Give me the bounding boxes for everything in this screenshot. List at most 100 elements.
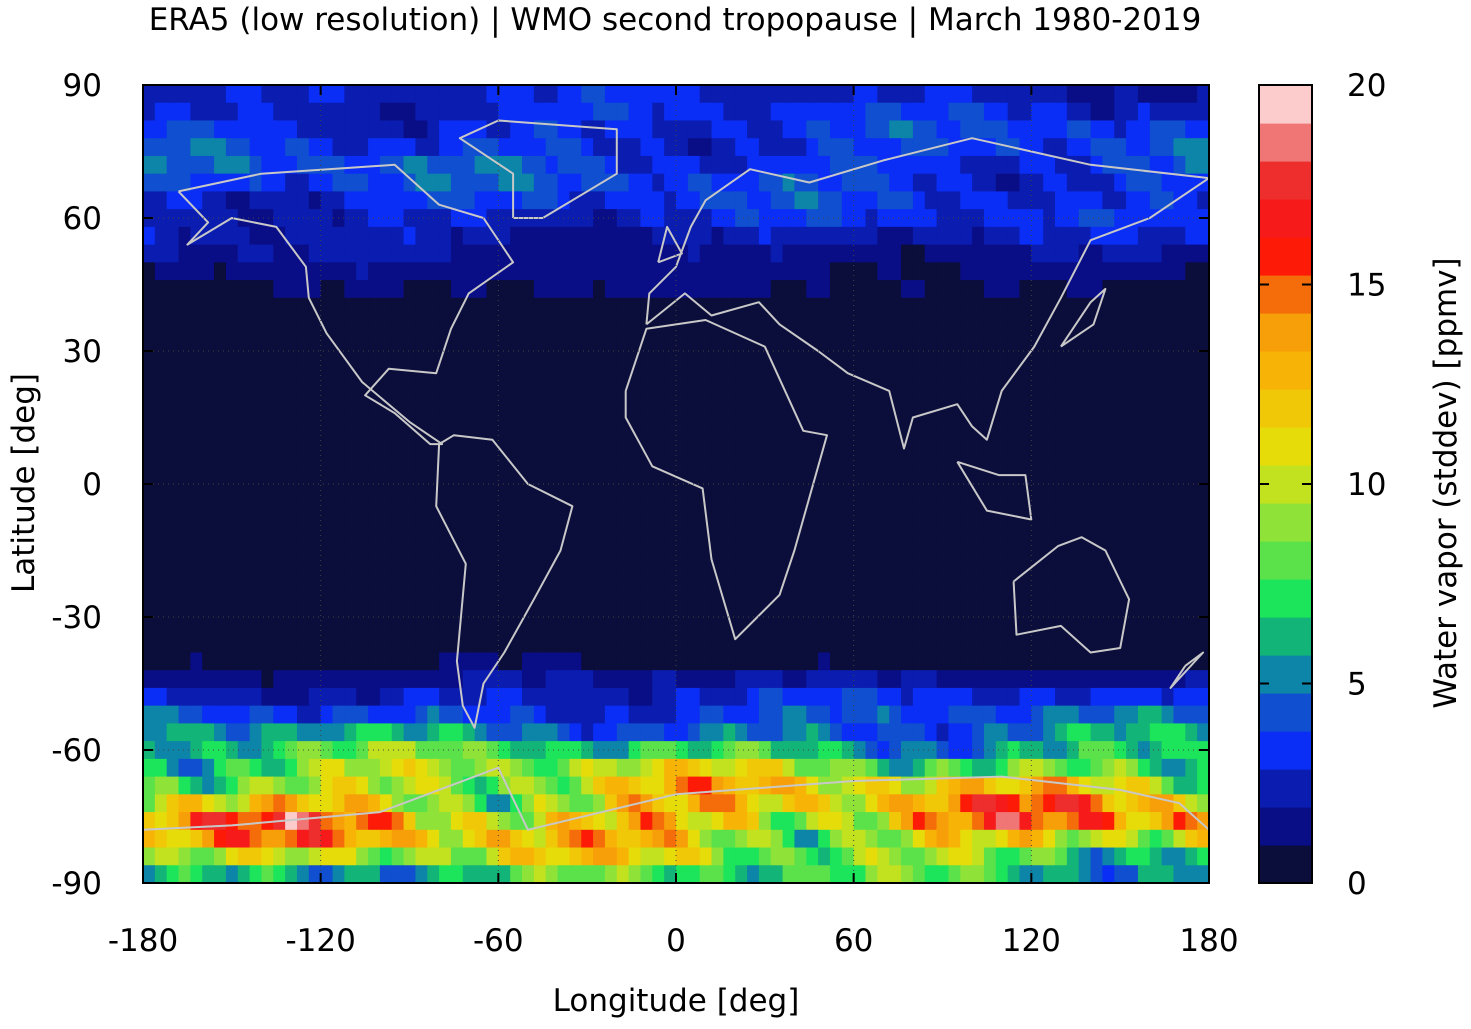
heatmap-cell [308,634,322,653]
heatmap-cell [320,847,334,866]
heatmap-cell [1173,226,1186,246]
heatmap-cell [178,404,191,423]
heatmap-cell [593,528,606,547]
heatmap-cell [308,492,322,512]
heatmap-cell [202,262,215,281]
heatmap-cell [983,617,997,636]
heatmap-cell [628,386,641,405]
heatmap-cell [924,85,938,104]
heatmap-cell [498,191,511,210]
heatmap-cell [403,368,416,387]
heatmap-cell [296,439,310,458]
heatmap-cell [948,776,961,795]
heatmap-cell [332,829,345,849]
heatmap-cell [1019,333,1032,352]
heatmap-cell [545,85,559,104]
heatmap-cell [1090,865,1103,883]
heatmap-cell [676,687,689,707]
heatmap-cell [604,776,618,795]
heatmap-cell [995,102,1009,121]
heatmap-cell [1031,439,1044,458]
heatmap-cell [936,705,949,724]
heatmap-cell [391,138,405,157]
heatmap-cell [522,85,535,104]
heatmap-cell [166,705,180,724]
heatmap-cell [593,297,606,317]
heatmap-cell [960,723,973,742]
heatmap-cell [901,563,914,583]
heatmap-cell [249,510,262,529]
heatmap-cell [202,155,215,175]
heatmap-cell [924,120,938,139]
heatmap-cell [889,758,902,778]
heatmap-cell [190,138,203,157]
heatmap-cell [462,812,476,831]
heatmap-cell [652,705,665,724]
heatmap-cell [427,404,440,423]
heatmap-cell [533,652,547,671]
heatmap-cell [593,634,606,653]
heatmap-cell [190,421,203,441]
heatmap-cell [356,421,369,441]
heatmap-cell [1114,209,1127,228]
heatmap-cell [983,723,997,742]
heatmap-cell [995,475,1009,494]
heatmap-cell [368,847,381,866]
heatmap-cell [569,333,582,352]
heatmap-cell [214,457,227,476]
heatmap-cell [1090,634,1103,653]
heatmap-cell [664,351,677,370]
heatmap-cell [533,794,547,813]
heatmap-cell [604,528,618,547]
heatmap-cell [889,794,902,813]
heatmap-cell [545,226,559,246]
heatmap-cell [1161,652,1174,671]
heatmap-cell [569,138,582,157]
heatmap-cell [735,865,748,883]
heatmap-cell [735,758,748,778]
heatmap-cell [948,280,961,299]
heatmap-cell [829,776,843,795]
heatmap-cell [1161,510,1174,529]
heatmap-cell [368,599,381,618]
heatmap-cell [439,794,452,813]
heatmap-cell [1066,226,1080,246]
colorbar-swatch [1259,769,1312,808]
heatmap-cell [1007,191,1020,210]
heatmap-cell [368,138,381,157]
heatmap-cell [604,191,618,210]
heatmap-cell [190,262,203,281]
heatmap-cell [261,670,274,689]
heatmap-cell [510,262,523,281]
heatmap-cell [1149,368,1163,387]
heatmap-cell [202,617,215,636]
heatmap-cell [557,847,570,866]
heatmap-cell [415,262,428,281]
heatmap-cell [379,634,393,653]
heatmap-cell [747,280,760,299]
heatmap-cell [249,386,262,405]
heatmap-cell [912,421,926,441]
heatmap-cell [356,510,369,529]
heatmap-cell [593,421,606,441]
heatmap-cell [664,510,677,529]
heatmap-cell [356,209,369,228]
heatmap-cell [202,280,215,299]
heatmap-cell [1137,351,1151,370]
heatmap-cell [261,333,274,352]
heatmap-cell [510,528,523,547]
heatmap-cell [806,386,819,405]
heatmap-cell [687,85,701,104]
heatmap-cell [510,404,523,423]
heatmap-cell [154,85,168,104]
heatmap-cell [486,85,499,104]
heatmap-cell [1126,847,1139,866]
heatmap-cell [439,847,452,866]
heatmap-cell [1055,563,1068,583]
heatmap-cell [450,563,464,583]
heatmap-cell [912,812,926,831]
heatmap-cell [948,173,961,192]
heatmap-cell [462,280,476,299]
heatmap-cell [225,829,239,849]
heatmap-cell [439,546,452,565]
